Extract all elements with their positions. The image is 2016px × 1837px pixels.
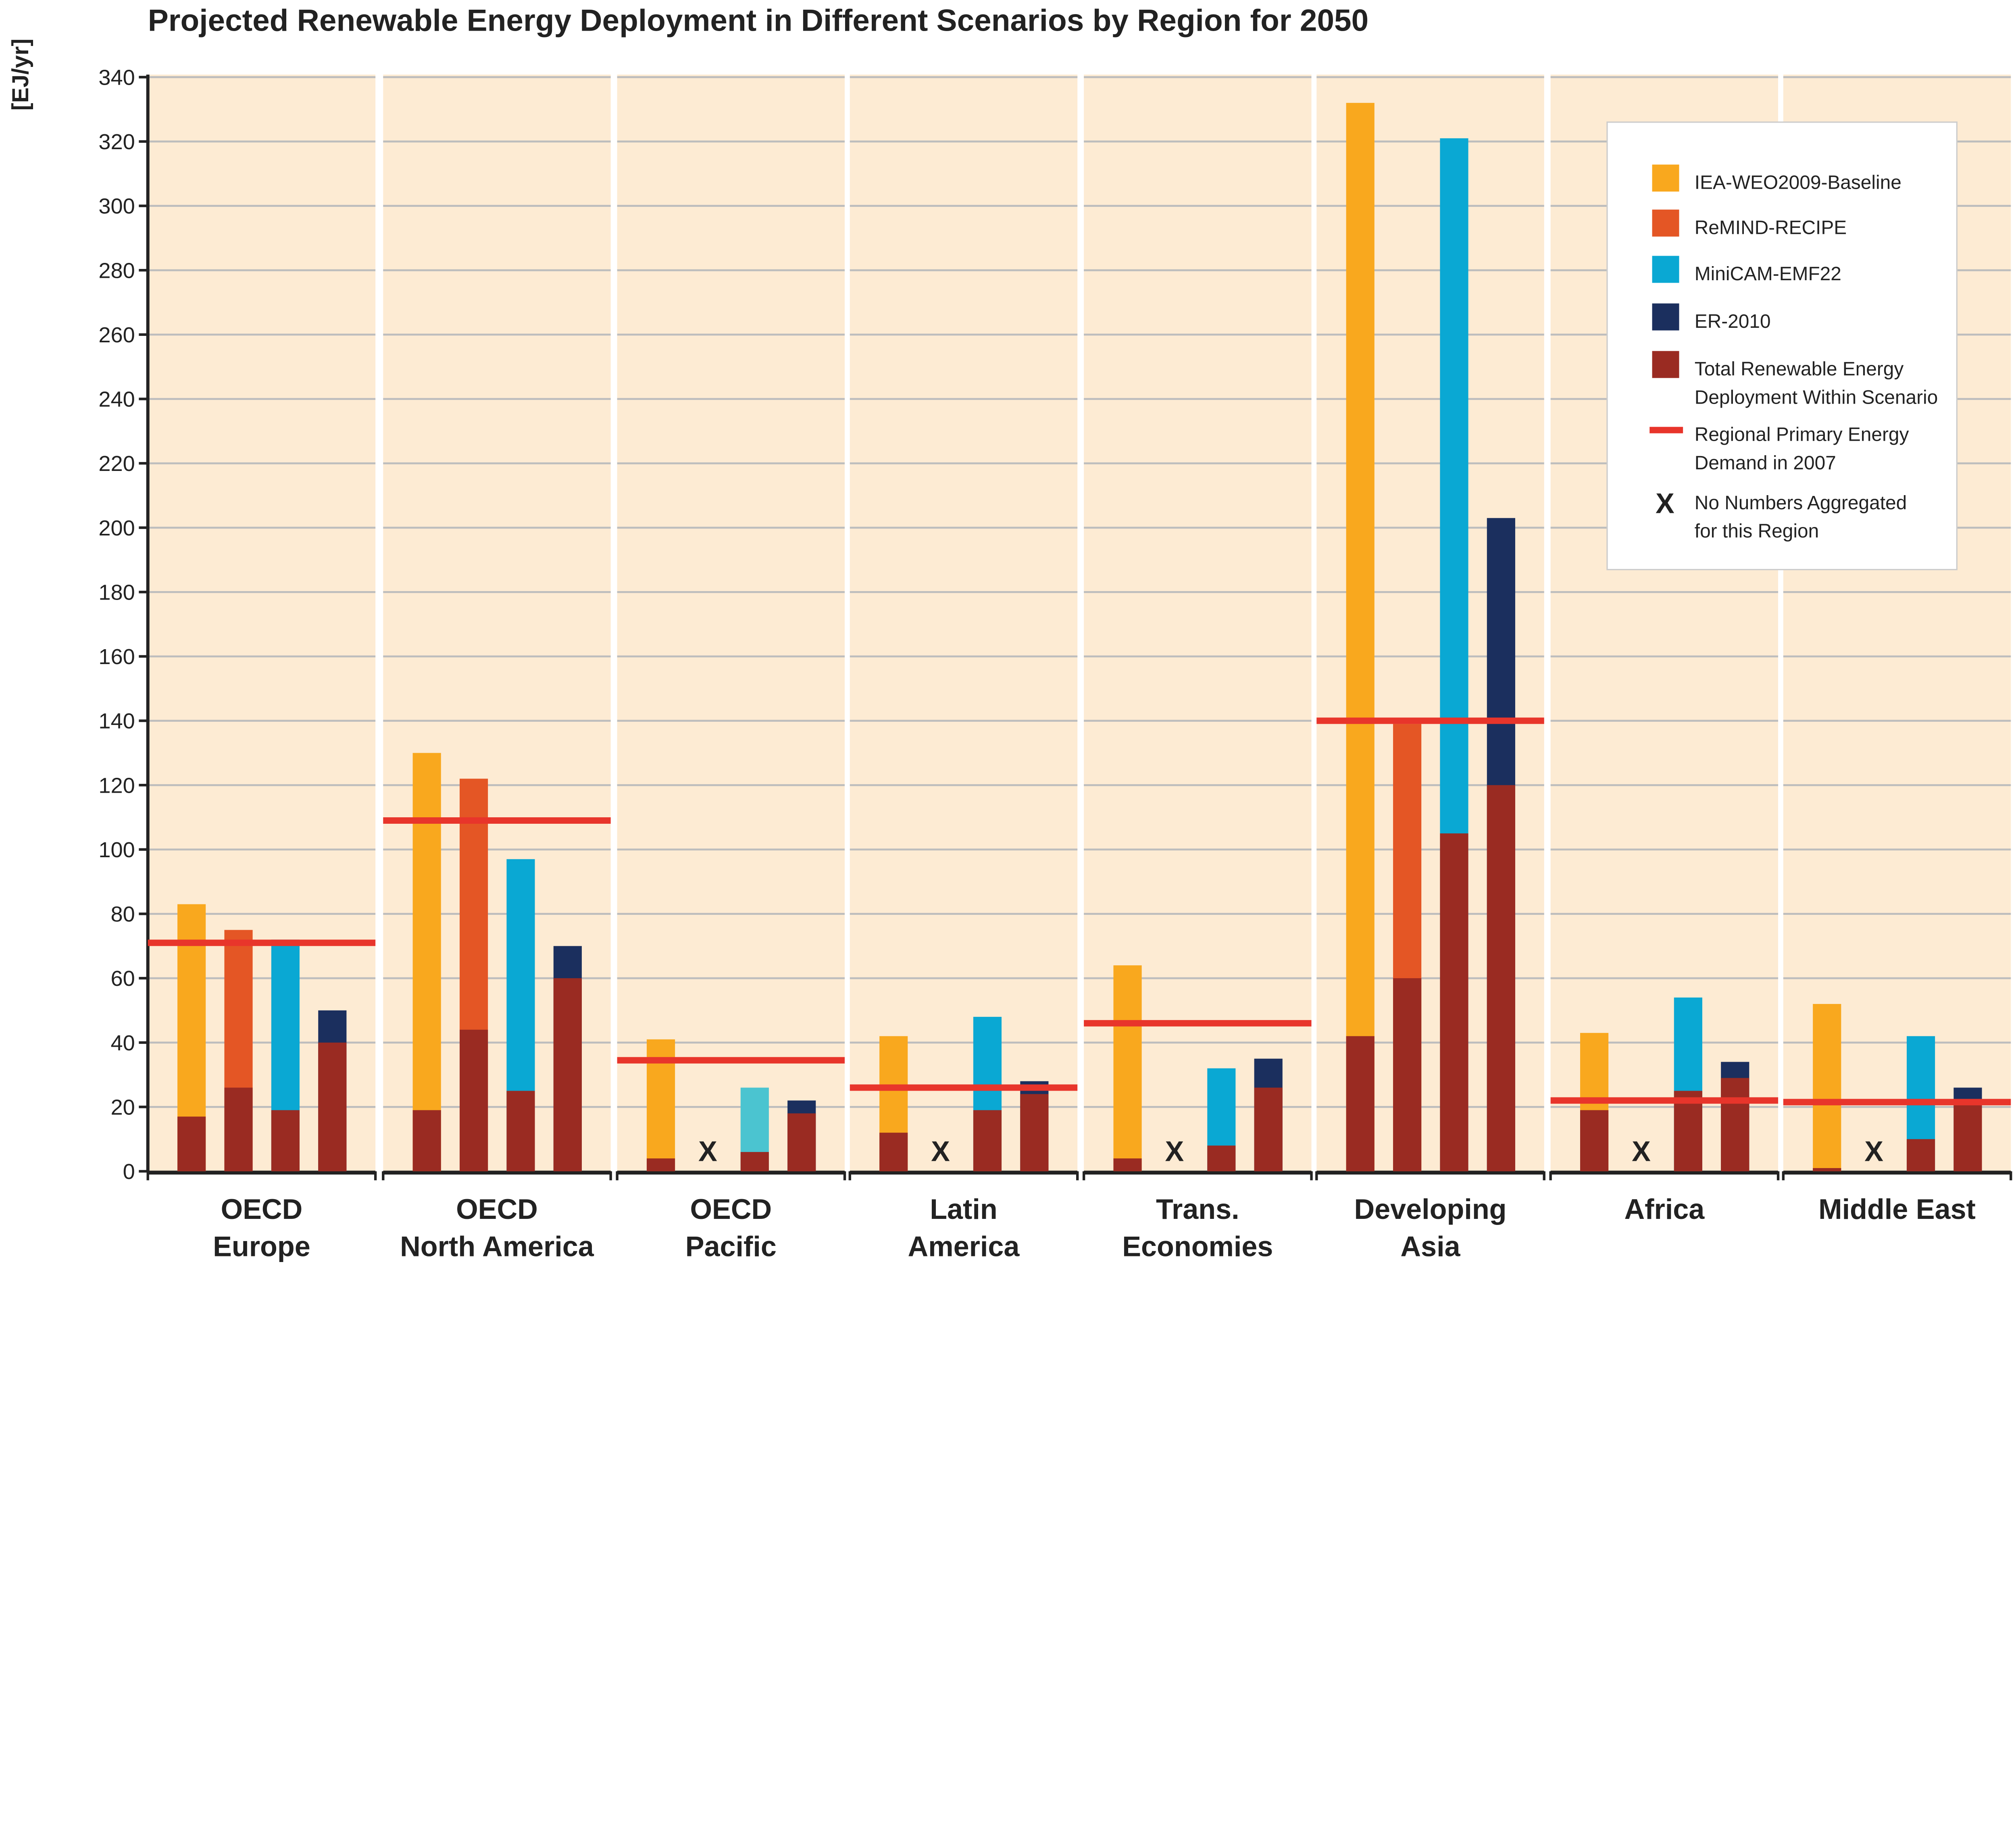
region-label: Europe bbox=[213, 1230, 310, 1262]
region-label: North America bbox=[400, 1230, 594, 1262]
bar-renewable-share bbox=[740, 1152, 769, 1171]
y-tick-label: 180 bbox=[98, 580, 135, 604]
region-label: Pacific bbox=[685, 1230, 777, 1262]
y-tick-label: 300 bbox=[98, 194, 135, 219]
y-tick-label: 20 bbox=[111, 1095, 135, 1119]
y-tick-label: 340 bbox=[98, 65, 135, 90]
region-label: Trans. bbox=[1156, 1193, 1239, 1225]
y-tick-label: 260 bbox=[98, 323, 135, 347]
legend-label: IEA-WEO2009-Baseline bbox=[1695, 172, 1901, 194]
no-data-x-marker: X bbox=[931, 1135, 950, 1167]
region-label: Economies bbox=[1122, 1230, 1273, 1262]
bar-renewable-share bbox=[553, 978, 582, 1171]
y-tick-label: 120 bbox=[98, 773, 135, 798]
bar-renewable-share bbox=[1954, 1100, 1982, 1171]
y-tick-label: 320 bbox=[98, 130, 135, 154]
y-tick-label: 220 bbox=[98, 452, 135, 476]
region-label: Africa bbox=[1624, 1193, 1705, 1225]
region-label: Middle East bbox=[1818, 1193, 1976, 1225]
bar-iea-weo2009-baseline bbox=[1813, 1004, 1841, 1171]
bar-iea-weo2009-baseline bbox=[1113, 965, 1142, 1171]
bar-iea-weo2009-baseline bbox=[1346, 103, 1375, 1171]
legend-label: ReMIND-RECIPE bbox=[1695, 217, 1847, 238]
y-tick-label: 80 bbox=[111, 902, 135, 927]
legend-label: Deployment Within Scenario bbox=[1695, 387, 1938, 408]
no-data-x-marker: X bbox=[1864, 1135, 1883, 1167]
region-label: OECD bbox=[221, 1193, 303, 1225]
no-data-x-marker: X bbox=[1632, 1135, 1651, 1167]
legend-label: Total Renewable Energy bbox=[1695, 358, 1904, 380]
bar-renewable-share bbox=[1721, 1078, 1749, 1171]
y-tick-label: 100 bbox=[98, 838, 135, 862]
bar-renewable-share bbox=[412, 1110, 441, 1171]
legend-label: Regional Primary Energy bbox=[1695, 424, 1909, 446]
region-label: OECD bbox=[690, 1193, 772, 1225]
y-tick-label: 140 bbox=[98, 709, 135, 733]
legend-label: MiniCAM-EMF22 bbox=[1695, 263, 1841, 285]
legend-x-symbol: X bbox=[1656, 487, 1674, 519]
bar-renewable-share bbox=[1487, 785, 1515, 1171]
bar-renewable-share bbox=[1113, 1158, 1142, 1171]
bar-renewable-share bbox=[787, 1113, 816, 1171]
bar-renewable-share bbox=[459, 1029, 488, 1171]
bar-renewable-share bbox=[1207, 1146, 1236, 1171]
panel-background bbox=[850, 74, 1078, 1171]
bar-renewable-share bbox=[646, 1158, 675, 1171]
bar-renewable-share bbox=[1346, 1036, 1375, 1171]
legend-line bbox=[1649, 427, 1683, 433]
bar-iea-weo2009-baseline bbox=[412, 753, 441, 1171]
bar-renewable-share bbox=[1440, 833, 1468, 1171]
bar-renewable-share bbox=[1020, 1094, 1049, 1171]
bar-renewable-share bbox=[506, 1091, 535, 1171]
legend-label: Demand in 2007 bbox=[1695, 452, 1836, 474]
legend-swatch bbox=[1652, 303, 1679, 331]
region-label: OECD bbox=[456, 1193, 538, 1225]
y-tick-label: 40 bbox=[111, 1031, 135, 1055]
y-tick-label: 60 bbox=[111, 966, 135, 991]
y-tick-label: 200 bbox=[98, 516, 135, 540]
bar-renewable-share bbox=[1906, 1139, 1935, 1171]
legend-label: ER-2010 bbox=[1695, 311, 1771, 332]
y-tick-label: 240 bbox=[98, 387, 135, 412]
legend-box bbox=[1606, 121, 1958, 571]
bar-renewable-share bbox=[1254, 1087, 1283, 1171]
legend-label: for this Region bbox=[1695, 521, 1819, 542]
bar-renewable-share bbox=[177, 1116, 206, 1171]
bar-renewable-share bbox=[973, 1110, 1002, 1171]
bar-renewable-share bbox=[1813, 1168, 1841, 1171]
y-tick-label: 160 bbox=[98, 645, 135, 669]
legend-swatch bbox=[1652, 209, 1679, 237]
legend-swatch bbox=[1652, 165, 1679, 192]
no-data-x-marker: X bbox=[1165, 1135, 1184, 1167]
region-label: Latin bbox=[930, 1193, 998, 1225]
y-tick-label: 0 bbox=[123, 1160, 135, 1184]
region-label: America bbox=[908, 1230, 1020, 1262]
region-label: Asia bbox=[1400, 1230, 1460, 1262]
region-label: Developing bbox=[1354, 1193, 1506, 1225]
legend-swatch bbox=[1652, 256, 1679, 283]
panel-background bbox=[617, 74, 845, 1171]
bar-renewable-share bbox=[224, 1087, 253, 1171]
plot-area: 0 20 40 60 80 100 120 140 160 180 200 220 240 260 280 3… bbox=[98, 65, 2012, 1262]
bar-renewable-share bbox=[318, 1042, 347, 1171]
bar-renewable-share bbox=[271, 1110, 300, 1171]
legend-label: No Numbers Aggregated bbox=[1695, 492, 1907, 514]
renewable-energy-chart: Projected Renewable Energy Deployment in… bbox=[8, 4, 2012, 1262]
bar-renewable-share bbox=[879, 1133, 908, 1171]
bar-renewable-share bbox=[1393, 978, 1422, 1171]
y-axis-label: [EJ/yr] bbox=[8, 39, 33, 111]
chart-title: Projected Renewable Energy Deployment in… bbox=[148, 4, 1368, 38]
y-tick-label: 280 bbox=[98, 258, 135, 283]
bar-renewable-share bbox=[1674, 1091, 1702, 1171]
legend-swatch bbox=[1652, 351, 1679, 378]
no-data-x-marker: X bbox=[698, 1135, 717, 1167]
bar-renewable-share bbox=[1580, 1110, 1609, 1171]
